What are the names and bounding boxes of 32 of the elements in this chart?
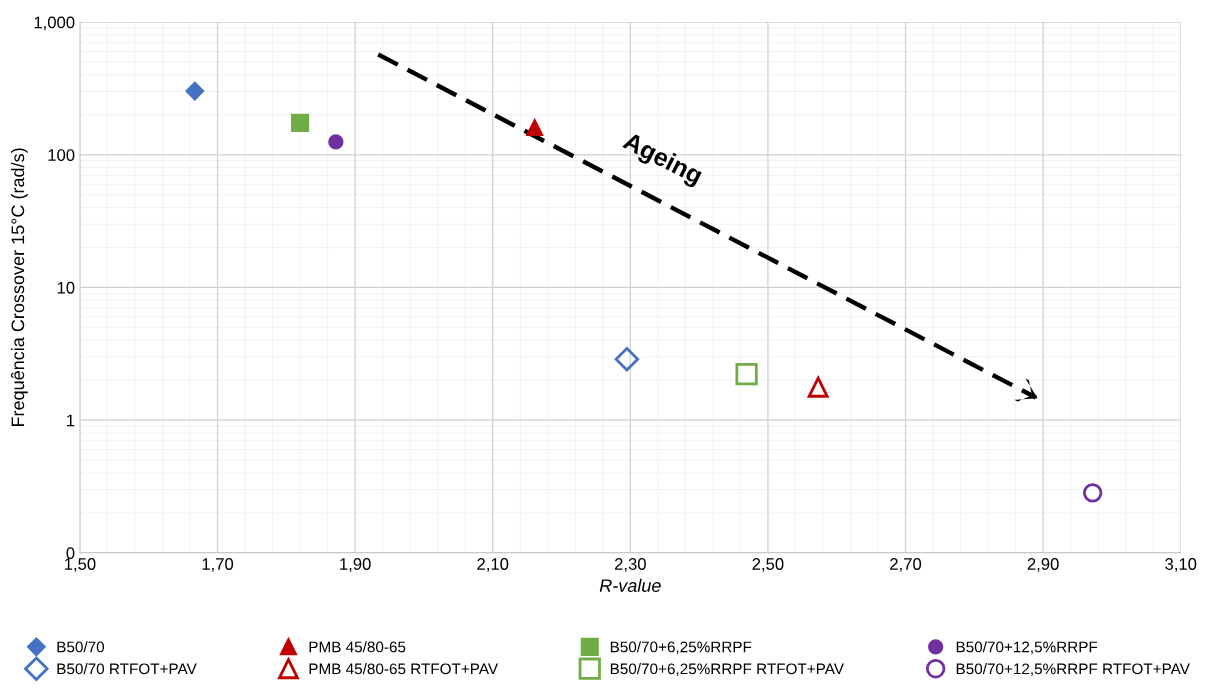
legend-label: B50/70+6,25%RRPF RTFOT+PAV [610, 663, 844, 677]
x-tick-label: 2,10 [477, 558, 509, 572]
point [735, 363, 758, 386]
x-tick-label: 2,90 [1027, 558, 1059, 572]
legend-label: B50/70+6,25%RRPF [610, 641, 752, 655]
point [328, 134, 344, 150]
legend-label: B50/70 RTFOT+PAV [57, 663, 197, 675]
legend-label: PMB 45/80-65 [309, 641, 406, 653]
x-tick-label: 3,10 [1165, 558, 1197, 572]
point [807, 376, 829, 398]
point [185, 81, 205, 101]
legend-label: B50/70+12,5%RRPF [956, 641, 1098, 655]
x-tick-label: 1,50 [64, 558, 96, 572]
x-axis-title: R-value [599, 578, 661, 593]
y-tick-label: 1,000 [34, 16, 75, 31]
point [614, 346, 640, 372]
x-tick-label: 2,70 [890, 558, 922, 572]
x-tick-label: 2,50 [752, 558, 784, 572]
point [1082, 483, 1103, 503]
point [526, 119, 544, 137]
point [291, 113, 310, 132]
y-axis-title: Frequência Crossover 15°C (rad/s) [10, 148, 28, 427]
x-tick-label: 1,70 [202, 558, 234, 572]
y-tick-label: 0 [66, 547, 75, 559]
y-tick-label: 10 [57, 281, 75, 294]
legend-label: PMB 45/80-65 RTFOT+PAV [309, 663, 499, 675]
legend-label: B50/70+12,5%RRPF RTFOT+PAV [956, 663, 1190, 677]
y-tick-label: 100 [48, 149, 75, 161]
y-tick-label: 1 [67, 414, 75, 427]
x-tick-label: 1,90 [340, 558, 371, 572]
x-tick-label: 2,30 [614, 558, 646, 572]
legend-label: B50/70 [57, 641, 105, 653]
